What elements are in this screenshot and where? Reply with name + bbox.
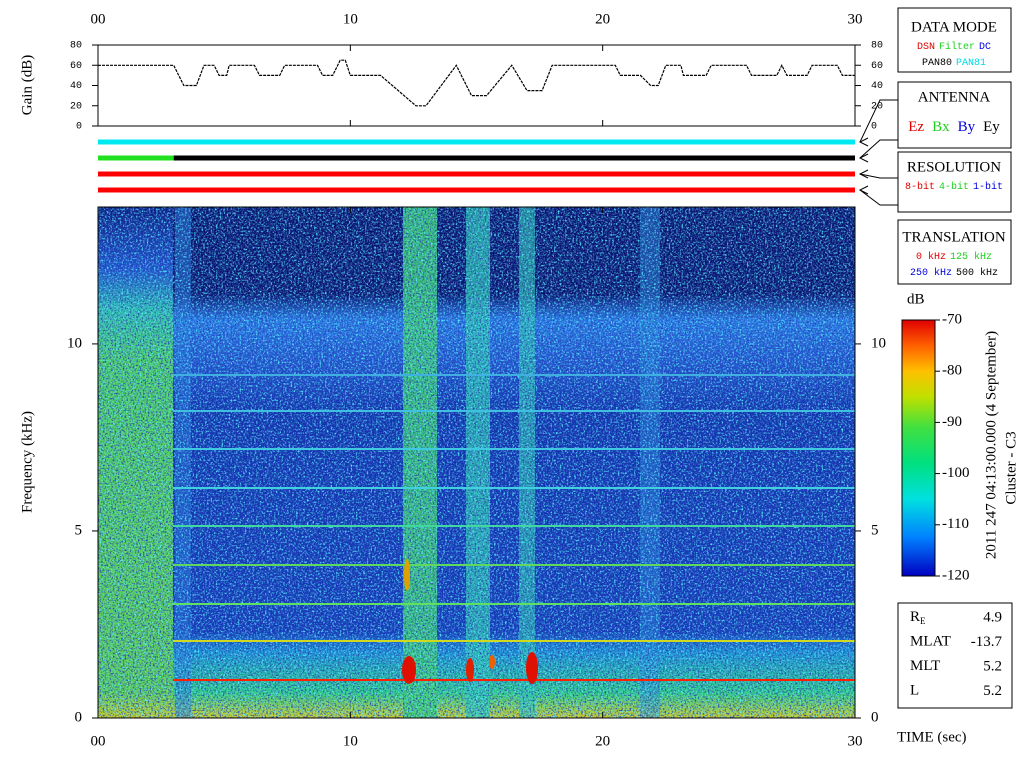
y-tick-label: 10 bbox=[67, 335, 82, 351]
legend-arrow-head bbox=[858, 169, 869, 179]
legend-arrow-head bbox=[858, 185, 869, 195]
colorbar-tick-label: -80 bbox=[942, 363, 962, 379]
y-tick-label-right: 0 bbox=[871, 122, 877, 133]
y-tick-label-right: 10 bbox=[871, 335, 886, 351]
legend-item: Filter bbox=[939, 41, 975, 53]
x-tick-label: 30 bbox=[848, 11, 863, 27]
info-label-sub: E bbox=[920, 616, 926, 626]
y-tick-label: 80 bbox=[70, 41, 82, 52]
x-tick-label: 30 bbox=[848, 733, 863, 749]
y-tick-label-right: 60 bbox=[871, 61, 883, 72]
colorbar-tick-label: -110 bbox=[942, 516, 969, 532]
info-label: MLAT bbox=[910, 634, 951, 650]
legend-arrow bbox=[859, 173, 898, 179]
colorbar bbox=[901, 319, 936, 577]
legend-row: DSN Filter DC bbox=[917, 41, 991, 53]
y-tick-label-right: 40 bbox=[871, 81, 883, 92]
info-value: 5.2 bbox=[983, 683, 1002, 699]
side-title: 2011 247 04:13:00.000 (4 September) bbox=[983, 331, 999, 559]
legend-row: 8-bit 4-bit 1-bit bbox=[905, 181, 1003, 193]
legend-item: 8-bit bbox=[905, 181, 935, 193]
y-tick-label-right: 0 bbox=[871, 709, 879, 725]
info-label: L bbox=[910, 683, 919, 699]
info-label-text: MLAT bbox=[910, 634, 951, 650]
legend-box bbox=[897, 7, 1012, 73]
legend-item: 4-bit bbox=[939, 181, 969, 193]
legend-title: RESOLUTION bbox=[907, 159, 1001, 175]
colorbar-tick-label: -120 bbox=[942, 567, 970, 583]
gain-line bbox=[98, 59, 855, 107]
spectrogram-frame bbox=[97, 206, 856, 719]
legend-arrow-head bbox=[858, 137, 869, 147]
legend-item: 250 kHz bbox=[910, 267, 952, 279]
y-tick-label: 0 bbox=[75, 709, 83, 725]
x-tick-label: 20 bbox=[595, 11, 610, 27]
info-value: -13.7 bbox=[971, 634, 1003, 650]
x-tick-label: 00 bbox=[91, 733, 106, 749]
legend-row: PAN80 PAN81 bbox=[922, 58, 986, 69]
gain-frame bbox=[97, 44, 856, 127]
legend-row: 0 kHz 125 kHz bbox=[916, 251, 992, 263]
info-label-text: R bbox=[910, 609, 920, 625]
legend-arrow bbox=[859, 189, 898, 206]
legend-arrow bbox=[859, 139, 898, 159]
legend-box bbox=[897, 219, 1012, 285]
colorbar-tick-label: -100 bbox=[942, 465, 970, 481]
legend-title: TRANSLATION bbox=[902, 229, 1005, 245]
info-value: 4.9 bbox=[983, 609, 1002, 625]
legend-item: 500 kHz bbox=[956, 267, 998, 279]
legend-arrow-head bbox=[858, 153, 869, 163]
legend-item: DSN bbox=[917, 42, 935, 53]
legend-title: ANTENNA bbox=[918, 89, 991, 105]
x-tick-label: 10 bbox=[343, 733, 358, 749]
frequency-axis-label: Frequency (kHz) bbox=[19, 411, 35, 513]
legend-box bbox=[897, 151, 1012, 213]
y-tick-label: 20 bbox=[70, 101, 82, 112]
colorbar-label: dB bbox=[907, 291, 925, 307]
info-label-text: L bbox=[910, 683, 919, 699]
info-label-text: MLT bbox=[910, 658, 940, 674]
spectrogram-image bbox=[98, 207, 855, 718]
x-tick-label: 20 bbox=[595, 733, 610, 749]
legend-arrow bbox=[859, 99, 898, 143]
legend-item: Ey bbox=[983, 119, 1000, 135]
y-tick-label: 0 bbox=[76, 122, 82, 133]
legend-item: PAN81 bbox=[956, 58, 986, 69]
legend-item: PAN80 bbox=[922, 58, 952, 69]
colorbar-tick-label: -90 bbox=[942, 414, 962, 430]
info-label: RE bbox=[910, 609, 926, 626]
x-tick-label: 10 bbox=[343, 11, 358, 27]
gain-axis-label: Gain (dB) bbox=[19, 55, 35, 115]
info-label: MLT bbox=[910, 658, 940, 674]
legend-item: 1-bit bbox=[973, 181, 1003, 193]
legend-row: 250 kHz 500 kHz bbox=[910, 267, 998, 279]
legend-item: 125 kHz bbox=[950, 251, 992, 263]
legend-item: DC bbox=[979, 42, 991, 53]
y-tick-label: 40 bbox=[70, 81, 82, 92]
y-tick-label-right: 80 bbox=[871, 41, 883, 52]
x-tick-label: 00 bbox=[91, 11, 106, 27]
legend-row: Ez Bx By Ey bbox=[908, 119, 1000, 135]
info-value: 5.2 bbox=[983, 658, 1002, 674]
legend-title: DATA MODE bbox=[911, 19, 997, 35]
legend-item: By bbox=[958, 119, 976, 135]
y-tick-label-right: 5 bbox=[871, 522, 879, 538]
info-box bbox=[897, 602, 1013, 709]
colorbar-tick-label: -70 bbox=[942, 311, 962, 327]
y-tick-label: 60 bbox=[70, 61, 82, 72]
legend-item: 0 kHz bbox=[916, 251, 946, 263]
time-axis-label: TIME (sec) bbox=[897, 729, 967, 745]
legend-item: Ez bbox=[908, 119, 924, 135]
y-tick-label: 5 bbox=[75, 522, 83, 538]
legend-item: Bx bbox=[932, 119, 950, 135]
legend-box bbox=[897, 81, 1012, 149]
spacecraft: Cluster - C3 bbox=[1003, 431, 1019, 504]
